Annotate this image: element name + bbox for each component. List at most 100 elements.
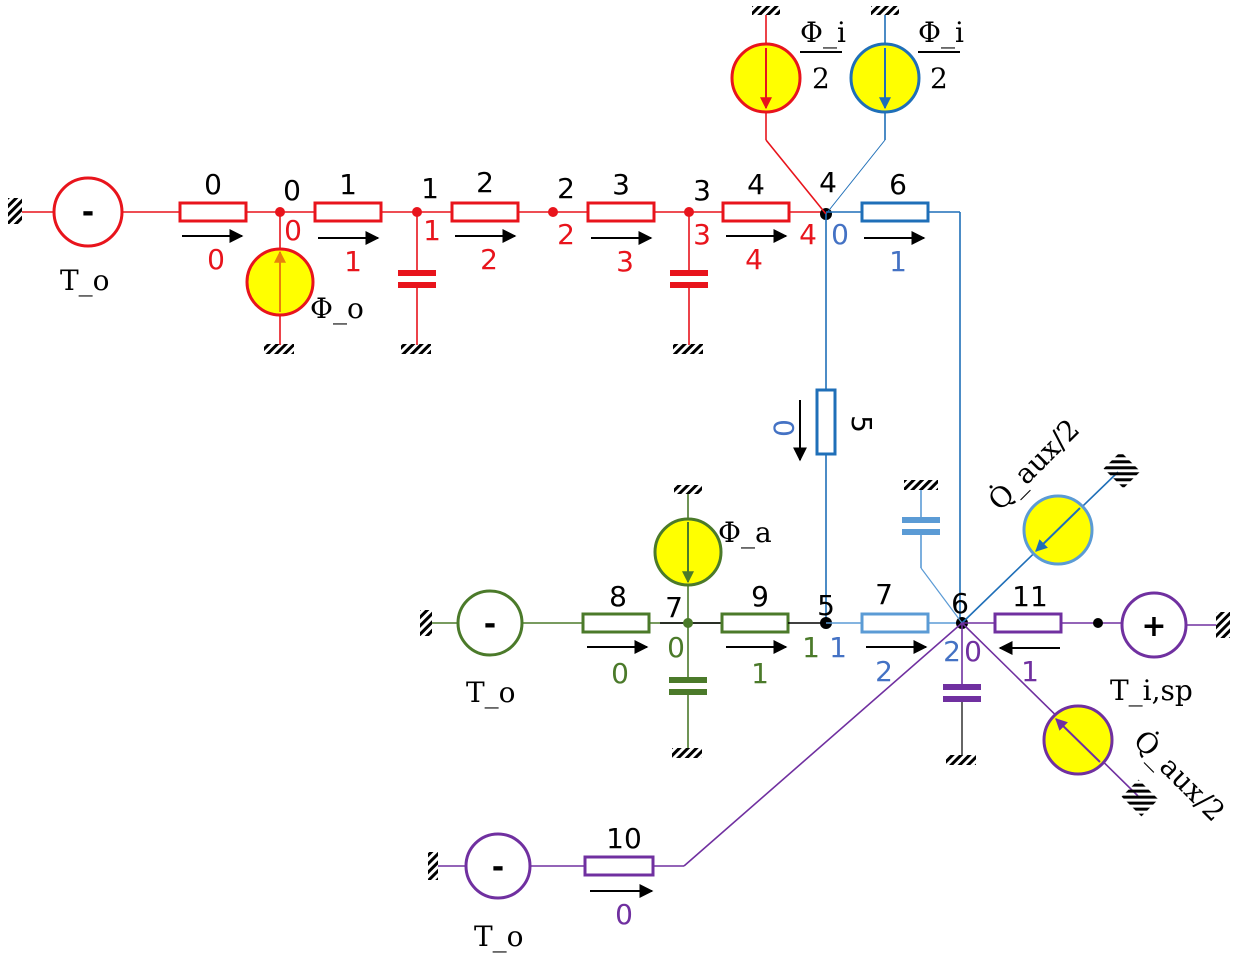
node-index-2: 2 xyxy=(557,218,575,251)
glass-node-index: 0 xyxy=(831,218,849,251)
label-wall-temperature: T_o xyxy=(466,676,516,709)
source-sign-setpoint: + xyxy=(1141,609,1166,644)
label-indoor-solar-blue-top: Φ_i xyxy=(918,16,964,49)
resistor-7 xyxy=(860,612,930,634)
flow-label-4: 4 xyxy=(745,243,763,276)
flow-label-3: 3 xyxy=(616,245,634,278)
branch-label-10: 10 xyxy=(606,822,642,855)
resistor-4 xyxy=(721,201,791,223)
room-node-5-index: 1 xyxy=(829,631,847,664)
capacitor-6-lightblue-bottom xyxy=(902,529,940,535)
room-node-6-index: 2 xyxy=(943,635,961,668)
ground-symbol xyxy=(904,480,938,490)
capacitor-6-purple-bottom xyxy=(943,696,981,702)
flow-label-wall-0: 0 xyxy=(611,657,629,690)
capacitor-1-top xyxy=(398,270,436,276)
node-label-6: 6 xyxy=(951,587,969,620)
ground-symbol xyxy=(401,344,431,354)
resistor-3 xyxy=(586,201,656,223)
branch-label-7: 7 xyxy=(875,578,893,611)
flow-label-controller-1: 1 xyxy=(1021,655,1039,688)
source-sign-wall: - xyxy=(484,607,496,642)
ground-symbol xyxy=(428,852,438,880)
flow-label-ventilation-0: 0 xyxy=(615,898,633,931)
flow-label-1: 1 xyxy=(344,245,362,278)
label-wall-solar: Φ_a xyxy=(718,516,772,549)
branch-label-3: 3 xyxy=(612,168,630,201)
ground-symbol xyxy=(8,198,22,224)
resistor-1 xyxy=(313,201,383,223)
capacitor-3-top xyxy=(670,270,708,276)
resistor-9 xyxy=(720,612,790,634)
node-label-4: 4 xyxy=(819,166,837,199)
ground-symbol xyxy=(871,6,899,15)
flow-label-glass-0: 0 xyxy=(767,419,800,437)
ground-symbol xyxy=(673,344,703,354)
flow-label-room-2: 2 xyxy=(875,655,893,688)
branch-label-5: 5 xyxy=(845,415,878,433)
branch-label-0: 0 xyxy=(204,168,222,201)
branch-label-11: 11 xyxy=(1012,580,1048,613)
room-node-6-index-purple: 0 xyxy=(964,635,982,668)
capacitor-1-bottom xyxy=(398,282,436,288)
ventilation-branch xyxy=(428,622,963,900)
ground-symbol xyxy=(1103,451,1141,489)
ground-symbol xyxy=(752,6,780,15)
label-indoor-solar-blue-bottom: 2 xyxy=(930,62,948,95)
capacitor-7-top xyxy=(669,677,707,683)
node-label-5: 5 xyxy=(817,589,835,622)
room-branch xyxy=(820,451,1159,817)
ground-symbol xyxy=(420,610,432,636)
resistor-2 xyxy=(450,201,520,223)
resistor-8 xyxy=(581,612,651,634)
resistor-0 xyxy=(178,201,248,223)
label-indoor-solar-red-bottom: 2 xyxy=(812,62,830,95)
ground-symbol xyxy=(674,485,702,494)
node-index-4: 4 xyxy=(799,218,817,251)
resistor-5 xyxy=(815,388,837,456)
labels: - - - + T_o T_o T_o T_i,sp Φ_o Φ_a Φ_i 2… xyxy=(60,16,1232,953)
capacitor-6-lightblue-top xyxy=(902,517,940,523)
branch-label-1: 1 xyxy=(339,168,357,201)
node-index-0: 0 xyxy=(284,214,302,247)
branch-label-2: 2 xyxy=(476,166,494,199)
branch-label-4: 4 xyxy=(747,168,765,201)
resistor-6 xyxy=(860,201,930,223)
capacitor-6-purple-top xyxy=(943,684,981,690)
resistor-11 xyxy=(993,612,1063,634)
node-label-0: 0 xyxy=(283,174,301,207)
ground-symbol xyxy=(946,755,976,765)
wall-branch xyxy=(420,485,826,758)
indoor-solar-sources xyxy=(730,6,960,215)
label-setpoint-temperature: T_i,sp xyxy=(1110,674,1193,707)
capacitor-3-bottom xyxy=(670,282,708,288)
resistor-10 xyxy=(583,855,655,877)
source-sign-outdoor: - xyxy=(82,195,94,230)
flow-label-2: 2 xyxy=(480,243,498,276)
wall-node-index-0: 0 xyxy=(667,631,685,664)
ground-symbol xyxy=(672,748,702,758)
label-outdoor-temperature: T_o xyxy=(60,264,110,297)
node-index-1: 1 xyxy=(423,214,441,247)
glass-branch xyxy=(793,201,961,622)
node-label-3: 3 xyxy=(693,174,711,207)
label-ventilation-temperature: T_o xyxy=(474,920,524,953)
branch-label-9: 9 xyxy=(751,580,769,613)
envelope-branch xyxy=(8,176,832,354)
ground-symbol xyxy=(264,344,294,354)
flow-label-glass-1: 1 xyxy=(889,245,907,278)
capacitor-7-bottom xyxy=(669,689,707,695)
node-index-3: 3 xyxy=(693,218,711,251)
source-sign-ventilation: - xyxy=(492,850,504,885)
flow-label-wall-1: 1 xyxy=(751,657,769,690)
flow-label-0: 0 xyxy=(207,243,225,276)
branch-label-6: 6 xyxy=(889,168,907,201)
node-controller xyxy=(1093,618,1103,628)
ground-symbol xyxy=(1216,612,1230,638)
ground-symbol xyxy=(1121,779,1159,817)
label-indoor-solar-red-top: Φ_i xyxy=(800,16,846,49)
label-outdoor-solar: Φ_o xyxy=(310,292,364,325)
wall-node-index-1: 1 xyxy=(802,631,820,664)
node-2 xyxy=(548,207,558,217)
